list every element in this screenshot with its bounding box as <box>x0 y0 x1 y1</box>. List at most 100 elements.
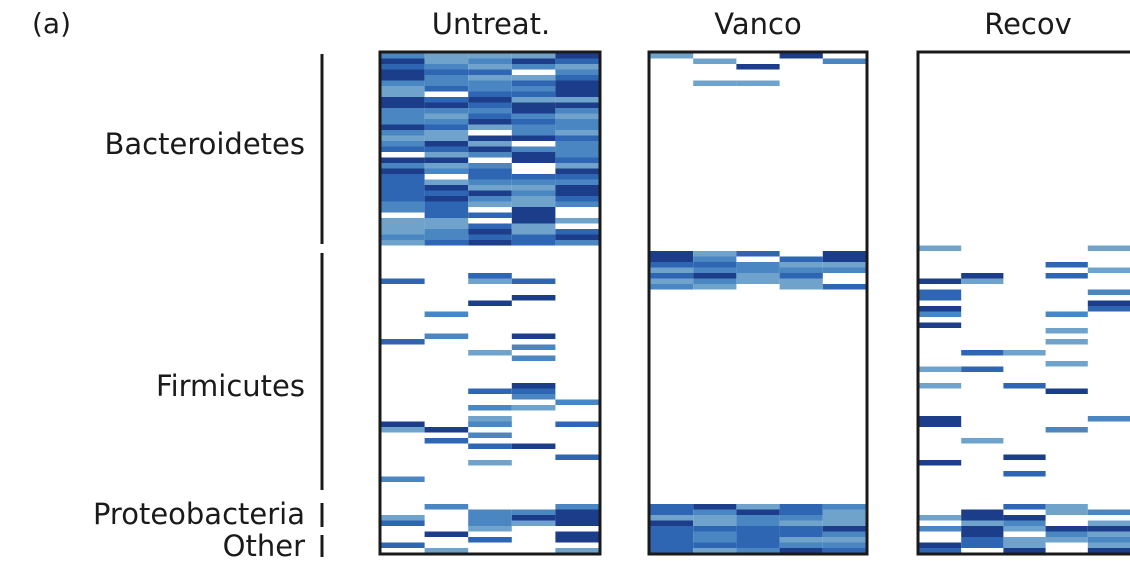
heatmap-cell <box>511 102 556 108</box>
heatmap-cell <box>961 278 1004 284</box>
heatmap-cell <box>555 454 599 460</box>
heatmap-cell <box>693 251 737 257</box>
heatmap-cell <box>381 223 425 229</box>
heatmap-cell <box>468 75 512 81</box>
heatmap-cell <box>511 185 556 191</box>
heatmap-cell <box>381 339 425 345</box>
heatmap-cell <box>424 53 469 59</box>
heatmap-cell <box>381 207 425 213</box>
heatmap-cell <box>693 278 737 284</box>
heatmap-cell <box>555 168 599 174</box>
heatmap-cell <box>919 306 962 312</box>
panel-frame-recov <box>916 50 1130 556</box>
heatmap-cell <box>736 278 780 284</box>
heatmap-cell <box>693 256 737 262</box>
heatmap-cell <box>822 526 866 532</box>
heatmap-cell <box>822 58 866 64</box>
heatmap-cell <box>650 531 694 537</box>
heatmap-cell <box>650 509 694 515</box>
heatmap-cell <box>1045 339 1088 345</box>
heatmap-cell <box>424 130 469 136</box>
heatmap-cell <box>381 163 425 169</box>
heatmap-cell <box>511 58 556 64</box>
heatmap-cell <box>822 509 866 515</box>
group-label-firmicutes: Firmicutes <box>156 369 305 403</box>
heatmap-cell <box>779 520 823 526</box>
heatmap-cell <box>381 427 425 433</box>
heatmap-cell <box>736 520 780 526</box>
heatmap-cell <box>693 504 737 510</box>
heatmap-cell <box>736 531 780 537</box>
heatmap-cell <box>381 146 425 152</box>
heatmap-cell <box>822 504 866 510</box>
heatmap-cell <box>961 520 1004 526</box>
heatmap-cell <box>736 515 780 521</box>
heatmap-cell <box>468 460 512 466</box>
heatmap-cell <box>468 515 512 521</box>
heatmap-cell <box>822 267 866 273</box>
heatmap-cell <box>779 515 823 521</box>
heatmap-cell <box>511 229 556 235</box>
heatmap-cell <box>555 64 599 70</box>
heatmap-cell <box>468 350 512 356</box>
heatmap-cell <box>919 311 962 317</box>
heatmap-cell <box>555 240 599 246</box>
heatmap-cell <box>736 64 780 70</box>
heatmap-cell <box>381 218 425 224</box>
heatmap-cell <box>555 531 599 537</box>
panel-title-recov: Recov <box>984 7 1072 41</box>
heatmap-cell <box>1087 416 1130 422</box>
heatmap-cell <box>424 86 469 92</box>
heatmap-cell <box>468 119 512 125</box>
heatmap-cell <box>511 212 556 218</box>
heatmap-cell <box>468 179 512 185</box>
heatmap-cell <box>511 190 556 196</box>
heatmap-cell <box>555 53 599 59</box>
heatmap-cell <box>779 262 823 268</box>
heatmap-cell <box>919 416 962 422</box>
heatmap-cell <box>424 427 469 433</box>
heatmap-cell <box>381 135 425 141</box>
heatmap-cell <box>693 284 737 290</box>
heatmap-cell <box>511 234 556 240</box>
heatmap-cell <box>511 53 556 59</box>
heatmap-cell <box>555 119 599 125</box>
heatmap-cell <box>919 526 962 532</box>
heatmap-cell <box>381 124 425 130</box>
heatmap-cell <box>1003 383 1046 389</box>
heatmap-cell <box>468 168 512 174</box>
heatmap-cell <box>424 75 469 81</box>
heatmap-cell <box>555 399 599 405</box>
heatmap-cell <box>736 509 780 515</box>
heatmap-cell <box>381 476 425 482</box>
heatmap-cell <box>468 113 512 119</box>
heatmap-cell <box>468 163 512 169</box>
heatmap-cell <box>1045 509 1088 515</box>
heatmap-cell <box>468 69 512 75</box>
heatmap-cell <box>555 196 599 202</box>
heatmap-cell <box>468 80 512 86</box>
heatmap-cell <box>961 515 1004 521</box>
heatmap-cell <box>961 531 1004 537</box>
heatmap-cell <box>424 223 469 229</box>
heatmap-cell <box>693 526 737 532</box>
heatmap-cell <box>468 432 512 438</box>
heatmap-panel-untreat <box>381 53 599 554</box>
heatmap-cell <box>919 295 962 301</box>
heatmap-cell <box>961 350 1004 356</box>
heatmap-cell <box>1003 504 1046 510</box>
heatmap-cell <box>381 234 425 240</box>
heatmap-cell <box>381 515 425 521</box>
heatmap-cell <box>555 75 599 81</box>
heatmap-cell <box>736 273 780 279</box>
heatmap-cell <box>424 124 469 130</box>
heatmap-cell <box>468 526 512 532</box>
heatmap-cell <box>381 69 425 75</box>
heatmap-cell <box>555 69 599 75</box>
heatmap-cell <box>822 251 866 257</box>
heatmap-cell <box>424 168 469 174</box>
heatmap-cell <box>468 64 512 70</box>
heatmap-cell <box>511 394 556 400</box>
heatmap-cell <box>381 130 425 136</box>
heatmap-cell <box>555 174 599 180</box>
